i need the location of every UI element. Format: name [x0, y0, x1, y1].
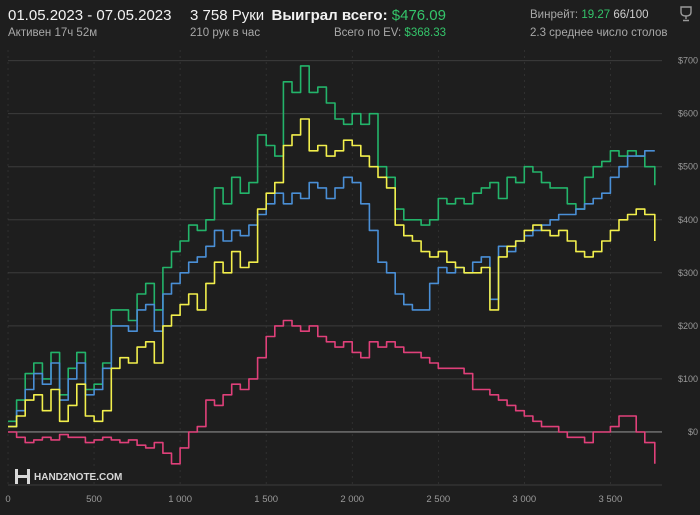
- date-range[interactable]: 01.05.2023 - 07.05.2023: [8, 7, 172, 24]
- watermark-text: HAND2NOTE.COM: [34, 472, 122, 483]
- x-tick-label: 3 500: [598, 494, 622, 505]
- hands-count: 3 758 Руки: [190, 7, 265, 24]
- x-axis-ticks: 0 500 1 000 1 500 2 000 2 500 3 000 3 500: [5, 494, 622, 505]
- hands-per-hour: 210 рук в час: [190, 27, 261, 39]
- y-tick-label: $500: [678, 162, 698, 172]
- total-ev-label: Всего по EV:: [333, 27, 402, 39]
- y-tick-label: $100: [678, 374, 698, 384]
- total-ev-value: $368.33: [404, 27, 446, 39]
- winrate-label: Винрейт:: [530, 9, 579, 21]
- y-tick-label: $0: [688, 427, 698, 437]
- x-tick-label: 3 000: [512, 494, 536, 505]
- active-time: Активен 17ч 52м: [8, 27, 98, 39]
- winrate: Винрейт: 19.27 66/100: [530, 9, 649, 21]
- x-tick-label: 0: [5, 494, 10, 505]
- series-line-ev: [8, 150, 655, 428]
- header: 01.05.2023 - 07.05.2023 Активен 17ч 52м …: [0, 0, 700, 50]
- winrate-value: 19.27: [581, 9, 611, 21]
- y-tick-label: $300: [678, 268, 698, 278]
- total-ev: Всего по EV: $368.33: [334, 27, 446, 39]
- x-tick-label: 1 000: [168, 494, 192, 505]
- x-tick-label: 2 000: [340, 494, 364, 505]
- series-line-showdown: [8, 118, 656, 428]
- x-tick-label: 2 500: [426, 494, 450, 505]
- total-won-label: Выиграл всего:: [271, 7, 388, 24]
- series-lines: [8, 65, 656, 465]
- y-axis-ticks: $0 $100 $200 $300 $400 $500 $600 $700: [678, 56, 698, 437]
- winrate-games: 66/100: [613, 9, 649, 21]
- y-tick-label: $600: [678, 109, 698, 119]
- profit-graph[interactable]: $0 $100 $200 $300 $400 $500 $600 $700 0 500 1 000…: [0, 50, 700, 515]
- total-won: Выиграл всего: $476.09: [272, 7, 446, 24]
- y-tick-label: $700: [678, 56, 698, 66]
- trophy-icon[interactable]: [680, 6, 692, 22]
- series-line-non-showdown: [8, 319, 656, 465]
- series-line-total: [8, 65, 656, 423]
- avg-tables: 2.3 среднее число столов: [530, 27, 668, 39]
- watermark: HAND2NOTE.COM: [15, 469, 122, 484]
- y-tick-label: $400: [678, 215, 698, 225]
- h2n-logo-icon: [15, 469, 30, 484]
- total-won-value: $476.09: [391, 7, 446, 24]
- y-tick-label: $200: [678, 321, 698, 331]
- x-tick-label: 1 500: [254, 494, 278, 505]
- x-tick-label: 500: [86, 494, 102, 505]
